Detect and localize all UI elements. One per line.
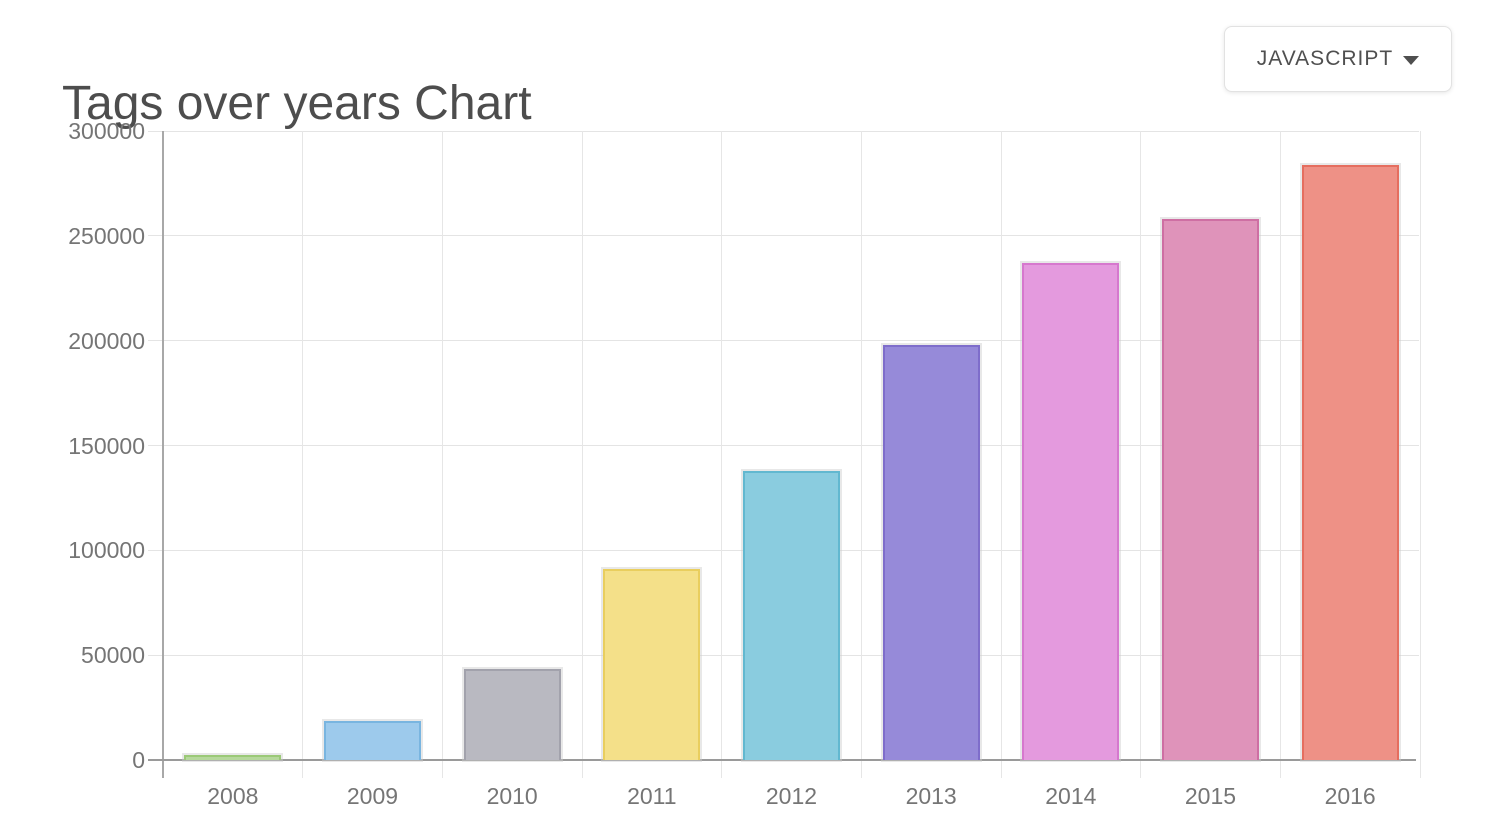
y-axis-tick-label: 250000 [68, 222, 145, 249]
bar-2013[interactable] [882, 344, 980, 760]
x-axis-tick-label: 2016 [1324, 783, 1376, 809]
bar-2016[interactable] [1301, 164, 1399, 760]
gridline-vertical [1000, 131, 1002, 778]
gridline-vertical [441, 131, 443, 778]
bar-2011[interactable] [603, 569, 701, 760]
tag-selector-label: JAVASCRIPT [1256, 47, 1394, 70]
x-axis-line [148, 759, 1416, 761]
y-axis-line [162, 131, 164, 778]
bar-2014[interactable] [1022, 263, 1120, 760]
bar-2010[interactable] [463, 668, 561, 760]
gridline-horizontal [148, 340, 1419, 342]
y-axis-tick-label: 100000 [68, 537, 145, 564]
x-axis-tick-label: 2013 [905, 783, 957, 809]
y-axis-tick-label: 150000 [68, 432, 145, 459]
gridline-horizontal [148, 445, 1419, 446]
x-axis-tick-label: 2011 [627, 783, 677, 809]
gridline-vertical [302, 131, 304, 778]
gridline-vertical [860, 131, 862, 778]
x-axis-tick-label: 2012 [765, 783, 818, 809]
y-axis-tick-label: 0 [132, 747, 145, 773]
x-axis-tick-label: 2010 [486, 783, 538, 809]
gridline-vertical [721, 131, 723, 778]
bar-2008[interactable] [184, 754, 282, 760]
y-axis-tick-label: 50000 [81, 642, 145, 669]
tag-selector-dropdown[interactable]: JAVASCRIPT [1224, 26, 1452, 92]
x-axis-tick-label: 2009 [346, 783, 399, 809]
caret-down-icon [1403, 56, 1420, 65]
gridline-horizontal [148, 235, 1419, 237]
bar-2012[interactable] [743, 470, 840, 760]
bar-2015[interactable] [1162, 219, 1259, 760]
y-axis-tick-label: 300000 [68, 118, 145, 144]
x-axis-tick-label: 2015 [1184, 783, 1237, 809]
gridline-vertical [1140, 131, 1142, 778]
x-axis-tick-label: 2014 [1045, 783, 1097, 809]
gridline-horizontal [148, 130, 1419, 132]
gridline-vertical [581, 131, 583, 778]
bar-2009[interactable] [324, 721, 421, 760]
gridline-vertical [1419, 131, 1421, 778]
x-axis-tick-label: 2008 [207, 783, 259, 809]
y-axis-tick-label: 200000 [68, 327, 145, 354]
gridline-vertical [1279, 131, 1281, 778]
page-title: Tags over years Chart [62, 77, 532, 131]
